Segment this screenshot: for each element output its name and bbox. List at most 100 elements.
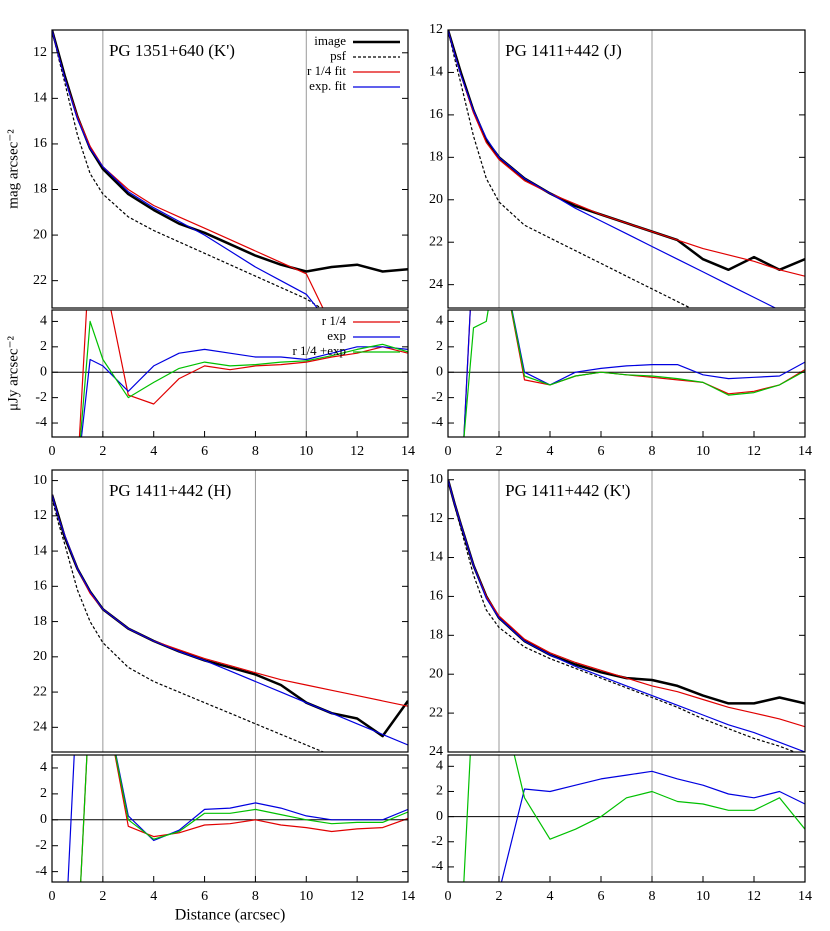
legend-label: r 1/4 +exp: [292, 343, 346, 358]
series-line: [52, 494, 408, 707]
legend-label: r 1/4 fit: [307, 63, 346, 78]
y-tick-label: 2: [436, 339, 443, 354]
panel-title: PG 1411+442 (K'): [505, 481, 630, 500]
legend-label: image: [314, 33, 346, 48]
y-tick-label: -2: [431, 834, 443, 849]
series-line: [500, 770, 805, 882]
x-tick-label: 6: [201, 889, 208, 904]
panel: -4 -2 0 2 4 0 2 4 6 8 10 12 14 Distance (arcsec): [35, 754, 415, 924]
plot-frame: [51, 309, 409, 438]
y-tick-label: 18: [429, 628, 443, 643]
series-line: [80, 346, 408, 437]
y-tick-label: 0: [436, 809, 443, 824]
y-axis-label: mag arcsec⁻²: [5, 129, 21, 209]
x-tick-label: 10: [696, 444, 710, 459]
plot-area: [448, 30, 805, 308]
x-tick-label: 0: [49, 889, 56, 904]
y-tick-label: -4: [431, 859, 443, 874]
plot-area: [52, 494, 408, 752]
series-line: [52, 30, 408, 273]
x-tick-label: 8: [252, 889, 259, 904]
series-line: [448, 30, 805, 277]
x-tick-label: 2: [496, 444, 503, 459]
plot-frame: [51, 754, 409, 883]
series-line: [463, 755, 805, 882]
series-line: [78, 310, 408, 437]
x-tick-label: 2: [99, 444, 106, 459]
y-tick-label: 20: [33, 649, 47, 664]
plot-frame: [51, 29, 409, 309]
panel: -4 -2 0 2 4 0 2 4 6 8 10 12 14: [431, 309, 812, 459]
x-tick-label: 10: [696, 889, 710, 904]
panel-title: PG 1411+442 (J): [505, 41, 622, 60]
series-line: [52, 30, 324, 308]
x-tick-label: 2: [99, 889, 106, 904]
x-tick-label: 14: [401, 889, 415, 904]
series-line: [52, 498, 325, 752]
y-tick-label: 22: [429, 705, 443, 720]
series-line: [463, 310, 805, 437]
x-tick-label: 10: [299, 444, 313, 459]
x-tick-label: 10: [299, 889, 313, 904]
y-tick-label: 24: [33, 720, 47, 735]
y-tick-label: 18: [33, 182, 47, 197]
series-line: [52, 30, 322, 308]
y-tick-label: 12: [33, 508, 47, 523]
panel: -4 -2 0 2 4 0 2 4 6 8 10 12 14: [431, 754, 812, 904]
y-tick-label: 24: [429, 277, 443, 292]
x-tick-label: 6: [201, 444, 208, 459]
y-tick-label: 22: [33, 684, 47, 699]
x-tick-label: 4: [150, 444, 157, 459]
x-tick-label: 8: [649, 444, 656, 459]
x-tick-label: 6: [598, 889, 605, 904]
plot-area: [67, 755, 408, 882]
x-tick-label: 12: [747, 444, 761, 459]
plot-area: [448, 479, 805, 752]
y-tick-label: -4: [431, 415, 443, 430]
plot-frame: [447, 754, 806, 883]
y-tick-label: -2: [35, 838, 47, 853]
plot-area: [52, 30, 408, 308]
y-axis-label: μJy arcsec⁻²: [5, 335, 21, 411]
series-line: [52, 494, 408, 746]
panel: 12 14 16 18 20 22 24 PG 1411+442 (J): [429, 22, 806, 309]
series-line: [80, 755, 408, 882]
x-tick-label: 12: [350, 889, 364, 904]
series-line: [463, 310, 805, 437]
series-line: [79, 320, 408, 437]
y-tick-label: 10: [33, 473, 47, 488]
y-tick-label: 16: [429, 589, 443, 604]
y-tick-label: 16: [33, 579, 47, 594]
x-tick-label: 12: [350, 444, 364, 459]
y-tick-label: 22: [429, 234, 443, 249]
x-tick-label: 14: [798, 444, 812, 459]
panel: 10 12 14 16 18 20 22 24 PG 1411+442 (K'): [429, 469, 806, 759]
y-tick-label: 16: [33, 136, 47, 151]
y-tick-label: -2: [35, 390, 47, 405]
y-tick-label: 12: [429, 511, 443, 526]
y-tick-label: -4: [35, 415, 47, 430]
plot-frame: [51, 469, 409, 753]
x-tick-label: 14: [401, 444, 415, 459]
x-tick-label: 0: [445, 889, 452, 904]
x-tick-label: 4: [150, 889, 157, 904]
y-tick-label: 10: [429, 472, 443, 487]
plot-area: [78, 310, 408, 437]
series-line: [67, 755, 408, 882]
x-tick-label: 4: [547, 889, 554, 904]
y-tick-label: 20: [429, 666, 443, 681]
series-line: [448, 479, 805, 752]
series-line: [52, 30, 318, 308]
panel-title: PG 1351+640 (K'): [109, 41, 235, 60]
y-tick-label: 14: [33, 543, 47, 558]
y-tick-label: 0: [40, 364, 47, 379]
y-tick-label: 20: [429, 192, 443, 207]
y-tick-label: 20: [33, 227, 47, 242]
x-tick-label: 2: [496, 889, 503, 904]
y-tick-label: 16: [429, 107, 443, 122]
x-tick-label: 6: [598, 444, 605, 459]
y-tick-label: -4: [35, 864, 47, 879]
series-line: [80, 755, 408, 882]
y-tick-label: 18: [429, 150, 443, 165]
